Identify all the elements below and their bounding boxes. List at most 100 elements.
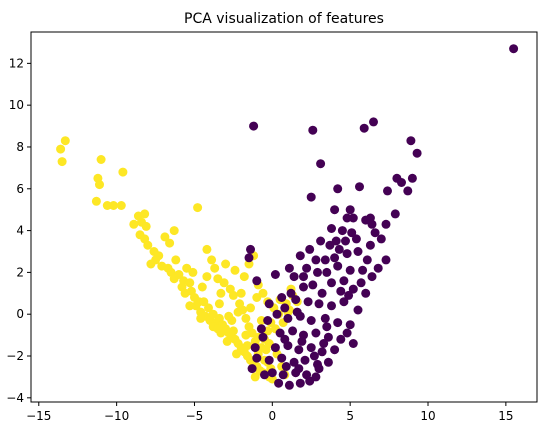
data-point bbox=[353, 247, 363, 256]
data-point bbox=[214, 299, 224, 309]
data-point bbox=[252, 276, 262, 286]
data-point bbox=[367, 219, 377, 229]
data-point bbox=[347, 228, 357, 238]
data-point bbox=[275, 328, 285, 338]
data-point bbox=[286, 288, 296, 298]
data-point bbox=[303, 297, 313, 307]
data-point bbox=[202, 272, 212, 282]
data-point bbox=[267, 368, 277, 378]
data-point bbox=[294, 345, 304, 355]
data-point bbox=[330, 253, 340, 263]
data-point bbox=[341, 236, 350, 246]
data-point bbox=[509, 44, 519, 54]
data-point bbox=[57, 157, 67, 167]
points-layer bbox=[56, 44, 519, 390]
x-tick-label: 0 bbox=[269, 409, 277, 423]
data-point bbox=[342, 249, 352, 259]
data-point bbox=[334, 244, 344, 254]
data-point bbox=[322, 267, 332, 277]
data-point bbox=[140, 209, 150, 219]
data-point bbox=[272, 309, 282, 319]
data-point bbox=[232, 349, 241, 359]
data-point bbox=[289, 272, 299, 282]
x-tick-label: −15 bbox=[26, 409, 51, 423]
data-point bbox=[397, 178, 406, 187]
data-point bbox=[345, 320, 355, 330]
data-point bbox=[412, 148, 422, 158]
data-point bbox=[261, 345, 271, 355]
data-point bbox=[297, 336, 307, 346]
data-point bbox=[323, 357, 333, 367]
data-point bbox=[299, 282, 308, 292]
data-point bbox=[370, 228, 380, 238]
data-point bbox=[263, 316, 273, 325]
data-point bbox=[256, 324, 266, 334]
data-point bbox=[306, 316, 316, 325]
data-point bbox=[333, 184, 343, 194]
data-point bbox=[185, 278, 195, 288]
data-point bbox=[233, 307, 243, 317]
data-point bbox=[284, 380, 294, 390]
data-point bbox=[118, 167, 128, 177]
data-point bbox=[169, 274, 179, 284]
data-point bbox=[369, 117, 378, 127]
y-tick-label: 6 bbox=[16, 182, 24, 196]
x-tick-label: −10 bbox=[104, 409, 129, 423]
data-point bbox=[225, 284, 235, 294]
data-point bbox=[403, 186, 413, 196]
data-point bbox=[109, 201, 118, 210]
data-point bbox=[308, 280, 318, 290]
data-point bbox=[169, 226, 179, 236]
data-point bbox=[204, 303, 213, 313]
y-tick-label: 2 bbox=[16, 265, 24, 279]
data-point bbox=[348, 284, 358, 294]
data-point bbox=[143, 240, 153, 250]
data-point bbox=[246, 244, 255, 254]
data-point bbox=[250, 343, 260, 353]
data-point bbox=[322, 322, 332, 332]
data-point bbox=[207, 255, 217, 265]
data-point bbox=[316, 236, 326, 246]
data-point bbox=[289, 357, 299, 367]
data-point bbox=[316, 159, 326, 169]
data-point bbox=[188, 267, 198, 277]
data-point bbox=[348, 339, 358, 348]
data-point bbox=[355, 182, 364, 192]
data-point bbox=[339, 276, 349, 286]
data-point bbox=[295, 378, 305, 388]
data-point bbox=[305, 244, 315, 254]
data-point bbox=[323, 332, 333, 342]
data-point bbox=[319, 339, 329, 348]
data-point bbox=[281, 362, 291, 371]
data-point bbox=[336, 286, 346, 296]
data-point bbox=[222, 336, 232, 346]
data-point bbox=[351, 234, 361, 244]
data-point bbox=[342, 328, 352, 338]
data-point bbox=[359, 123, 369, 133]
data-point bbox=[330, 205, 340, 215]
data-point bbox=[299, 272, 308, 282]
data-point bbox=[362, 255, 372, 265]
data-point bbox=[213, 274, 223, 284]
data-point bbox=[294, 364, 304, 374]
data-point bbox=[242, 341, 252, 351]
x-tick-label: −5 bbox=[186, 409, 204, 423]
data-point bbox=[367, 272, 377, 282]
data-point bbox=[256, 316, 266, 325]
data-point bbox=[333, 318, 343, 328]
data-point bbox=[191, 301, 201, 311]
data-point bbox=[239, 272, 249, 282]
data-point bbox=[333, 261, 343, 271]
data-point bbox=[278, 370, 288, 380]
y-tick-label: 4 bbox=[16, 224, 24, 238]
data-point bbox=[300, 355, 310, 365]
data-point bbox=[330, 345, 340, 355]
data-point bbox=[165, 238, 175, 248]
data-point bbox=[320, 313, 330, 323]
data-point bbox=[224, 311, 234, 321]
data-point bbox=[216, 288, 226, 298]
y-tick-label: −2 bbox=[6, 349, 24, 363]
data-point bbox=[193, 203, 203, 213]
data-point bbox=[197, 282, 207, 292]
